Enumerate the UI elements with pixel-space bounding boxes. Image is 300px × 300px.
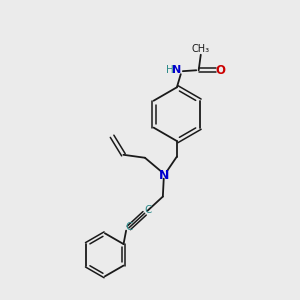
Text: O: O <box>215 64 226 77</box>
Text: H: H <box>166 65 174 75</box>
Text: CH₃: CH₃ <box>192 44 210 54</box>
Text: C: C <box>125 222 133 232</box>
Text: N: N <box>172 65 182 75</box>
Text: N: N <box>159 169 169 182</box>
Text: C: C <box>144 205 151 215</box>
